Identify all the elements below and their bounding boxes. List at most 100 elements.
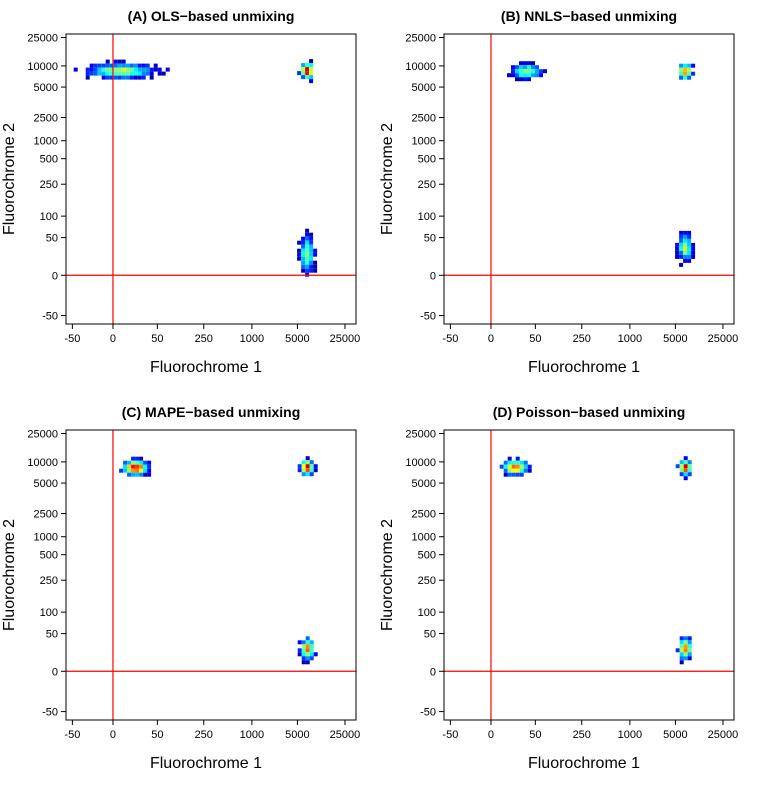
density-cell xyxy=(687,636,692,641)
density-cell xyxy=(527,73,531,78)
x-tick-label: 1000 xyxy=(240,333,264,345)
density-cell xyxy=(305,71,310,76)
density-cell xyxy=(147,460,152,465)
density-cell xyxy=(499,464,504,469)
density-cell xyxy=(515,69,519,74)
x-tick-label: 50 xyxy=(151,333,163,345)
density-cell xyxy=(301,656,306,661)
density-cell xyxy=(297,648,302,653)
density-cell xyxy=(85,71,90,76)
density-cell xyxy=(301,264,306,269)
density-cell xyxy=(105,71,110,76)
density-cell xyxy=(507,456,512,461)
plot-frame xyxy=(443,429,735,721)
density-cell xyxy=(127,460,132,465)
x-tick-label: 0 xyxy=(110,333,116,345)
density-cell xyxy=(675,254,680,259)
density-cell xyxy=(679,464,684,469)
density-cell xyxy=(305,67,310,72)
density-cell xyxy=(301,260,306,265)
density-cell xyxy=(691,242,696,247)
x-tick-label: 1000 xyxy=(240,729,264,741)
panel-title: (C) MAPE−based unmixing xyxy=(122,404,301,420)
density-cell xyxy=(139,472,144,477)
density-cell xyxy=(123,468,128,473)
density-cell xyxy=(511,460,516,465)
density-cell xyxy=(531,61,535,66)
density-cell xyxy=(519,77,523,82)
density-cell xyxy=(523,69,527,74)
density-cell xyxy=(301,71,306,76)
density-cell xyxy=(683,230,688,235)
density-cell xyxy=(679,468,684,473)
y-tick-label: 0 xyxy=(52,270,58,282)
y-tick-label: -50 xyxy=(420,707,436,719)
panel-4: (D) Poisson−based unmixing-50 0 50 250 1000 5… xyxy=(379,404,738,772)
density-cell xyxy=(515,468,520,473)
density-cell xyxy=(691,246,696,251)
y-axis-label: Fluorochrome 2 xyxy=(379,123,396,235)
density-cell xyxy=(679,234,684,239)
y-tick-label: 100 xyxy=(40,607,58,619)
density-cell xyxy=(523,460,528,465)
density-cell xyxy=(503,460,508,465)
density-cell xyxy=(535,65,539,70)
density-cell xyxy=(309,644,314,649)
density-cell xyxy=(675,242,680,247)
density-cell xyxy=(133,63,138,68)
panel-2: (B) NNLS−based unmixing-50 0 50 250 1000 5000… xyxy=(379,8,738,376)
y-tick-label: 1000 xyxy=(34,136,58,148)
panel-3: (C) MAPE−based unmixing-50 0 50 250 1000 5000… xyxy=(1,404,360,772)
density-cell xyxy=(301,244,306,249)
density-cell xyxy=(301,236,306,241)
y-tick-label: 1000 xyxy=(34,532,58,544)
x-tick-label: 50 xyxy=(529,729,541,741)
density-cell xyxy=(301,75,306,80)
x-tick-label: -50 xyxy=(442,729,458,741)
y-tick-label: 100 xyxy=(418,607,436,619)
y-tick-label: -50 xyxy=(420,311,436,323)
density-cell xyxy=(679,460,684,465)
y-tick-label: 100 xyxy=(418,211,436,223)
density-cell xyxy=(121,59,126,64)
density-cell xyxy=(97,63,102,68)
density-cell xyxy=(305,228,310,233)
x-tick-label: -50 xyxy=(442,333,458,345)
density-cells xyxy=(499,456,692,665)
density-cell xyxy=(683,238,688,243)
density-cell xyxy=(147,468,152,473)
density-cell xyxy=(313,652,318,657)
x-tick-label: 0 xyxy=(110,729,116,741)
density-cell xyxy=(149,75,154,80)
density-cell xyxy=(683,640,688,645)
density-cell xyxy=(109,71,114,76)
density-cell xyxy=(97,67,102,72)
density-cell xyxy=(683,652,688,657)
x-tick-label: 50 xyxy=(151,729,163,741)
density-cell xyxy=(97,71,102,76)
density-cell xyxy=(683,75,688,80)
density-cell xyxy=(309,268,314,273)
density-cell xyxy=(113,67,118,72)
density-cell xyxy=(519,65,523,70)
y-tick-label: 500 xyxy=(418,154,436,166)
y-axis-label: Fluorochrome 2 xyxy=(379,519,396,631)
density-cell xyxy=(679,262,684,267)
density-cell xyxy=(683,234,688,239)
density-cell xyxy=(309,75,314,80)
density-cell xyxy=(297,256,302,261)
density-cell xyxy=(687,230,692,235)
density-cell xyxy=(519,460,524,465)
density-cell xyxy=(679,652,684,657)
density-cell xyxy=(121,71,126,76)
density-cell xyxy=(683,258,688,263)
density-cell xyxy=(297,248,302,253)
density-cell xyxy=(679,644,684,649)
density-cell xyxy=(309,252,314,257)
density-cell xyxy=(129,67,134,72)
density-cell xyxy=(305,656,310,661)
y-tick-label: 10000 xyxy=(27,457,58,469)
density-cell xyxy=(297,252,302,257)
x-tick-label: 250 xyxy=(195,333,213,345)
y-tick-label: 2500 xyxy=(412,113,436,125)
